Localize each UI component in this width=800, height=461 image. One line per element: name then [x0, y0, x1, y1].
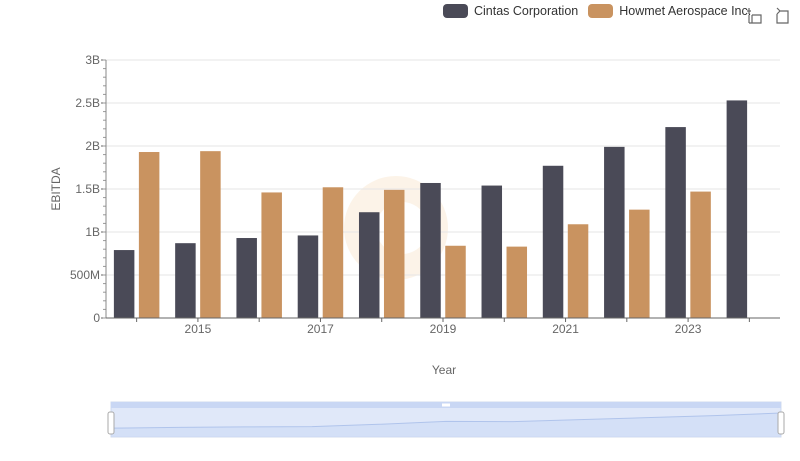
bar-cintas-2022	[604, 146, 625, 318]
x-tick-label: 2017	[307, 322, 334, 336]
zoom-icon[interactable]	[746, 7, 763, 24]
y-tick-label: 2B	[85, 139, 100, 153]
legend-swatch-cintas	[443, 4, 468, 18]
bar-cintas-2021	[542, 165, 564, 318]
data-zoom-handle-right[interactable]	[777, 411, 785, 435]
data-zoom-handle-left[interactable]	[107, 411, 115, 435]
bar-howmet-2019	[445, 245, 466, 318]
data-zoom-slider[interactable]	[107, 401, 785, 438]
legend-swatch-howmet	[588, 4, 614, 18]
bar-cintas-2014	[113, 250, 135, 318]
y-tick-label: 1.5B	[75, 182, 100, 196]
bar-howmet-2018	[383, 189, 405, 318]
bar-cintas-2023	[665, 127, 686, 318]
x-axis-title: Year	[432, 363, 456, 377]
bar-howmet-2020	[506, 246, 528, 318]
bar-howmet-2017	[322, 187, 344, 318]
bar-cintas-2018	[358, 212, 380, 318]
y-axis-minor-ticks	[103, 59, 107, 319]
x-tick-label: 2019	[430, 322, 457, 336]
y-tick-label: 500M	[70, 268, 100, 282]
chart-toolbox	[746, 7, 790, 24]
x-axis: 2015 2017 2019 2021 2023	[106, 317, 780, 336]
bar-howmet-2023	[690, 191, 711, 318]
bar-howmet-2022	[629, 209, 650, 318]
bar-cintas-2020	[481, 185, 503, 318]
bar-cintas-2015	[175, 243, 196, 318]
data-zoom-line	[110, 412, 782, 429]
bar-cintas-2019	[420, 182, 441, 318]
bar-howmet-2021	[567, 224, 589, 318]
y-tick-label: 0	[93, 311, 100, 325]
legend-label-cintas: Cintas Corporation	[474, 4, 579, 18]
restore-icon[interactable]	[773, 7, 790, 24]
legend-label-howmet: Howmet Aerospace Inc.	[619, 4, 752, 18]
legend-item-howmet[interactable]: Howmet Aerospace Inc.	[588, 4, 751, 18]
y-axis-labels: 0 500M 1B 1.5B 2B 2.5B 3B	[70, 53, 100, 325]
x-tick-label: 2021	[552, 322, 579, 336]
bars-group	[113, 100, 748, 318]
legend-item-cintas[interactable]: Cintas Corporation	[443, 4, 578, 18]
y-tick-label: 1B	[85, 225, 100, 239]
bar-howmet-2016	[261, 192, 282, 318]
y-axis-title: EBITDA	[49, 167, 63, 210]
y-tick-label: 2.5B	[75, 96, 100, 110]
bar-cintas-2024	[726, 100, 748, 318]
x-tick-label: 2015	[185, 322, 212, 336]
bar-howmet-2014	[138, 152, 160, 318]
x-tick-label: 2023	[675, 322, 702, 336]
chart-legend: Cintas Corporation Howmet Aerospace Inc.	[443, 4, 751, 18]
bar-cintas-2017	[297, 235, 319, 318]
data-zoom-grip	[442, 403, 450, 407]
bar-cintas-2016	[236, 238, 257, 318]
bar-howmet-2015	[200, 151, 221, 318]
y-tick-label: 3B	[85, 53, 100, 67]
